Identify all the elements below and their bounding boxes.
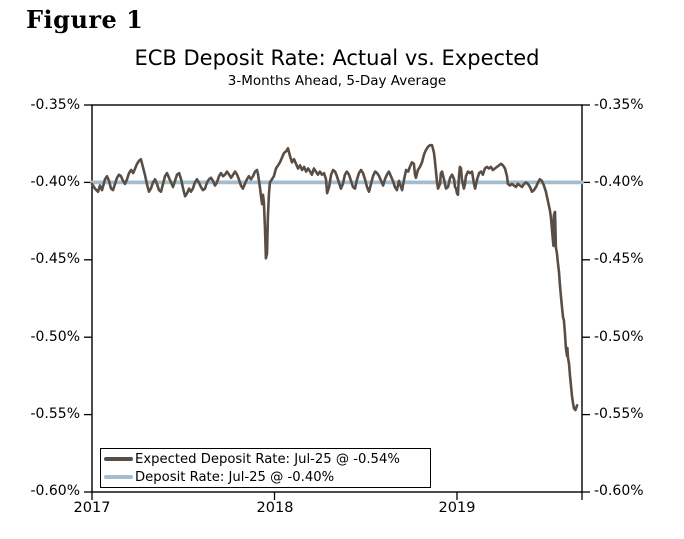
figure-label: Figure 1 bbox=[26, 5, 144, 34]
x-axis-tick-label: 2018 bbox=[256, 500, 294, 516]
y-axis-left-tick-label: -0.55% bbox=[30, 406, 80, 422]
y-axis-left-tick-label: -0.35% bbox=[30, 97, 80, 113]
y-axis-right-tick-label: -0.45% bbox=[594, 251, 644, 267]
x-axis-tick-label: 2019 bbox=[438, 500, 476, 516]
y-axis-right-tick-label: -0.60% bbox=[594, 483, 644, 499]
y-axis-left-tick-label: -0.40% bbox=[30, 174, 80, 190]
y-axis-right-tick-label: -0.35% bbox=[594, 97, 644, 113]
chart-title: ECB Deposit Rate: Actual vs. Expected bbox=[134, 46, 540, 70]
x-axis-tick-label: 2017 bbox=[73, 500, 111, 516]
y-axis-right-tick-label: -0.40% bbox=[594, 174, 644, 190]
y-axis-right-tick-label: -0.55% bbox=[594, 406, 644, 422]
y-axis-right-tick-label: -0.50% bbox=[594, 329, 644, 345]
legend-line-swatch-deposit bbox=[104, 475, 133, 479]
y-axis-left-tick-label: -0.60% bbox=[30, 483, 80, 499]
legend-item: Expected Deposit Rate: Jul-25 @ -0.54% bbox=[104, 450, 430, 468]
legend-label-expected: Expected Deposit Rate: Jul-25 @ -0.54% bbox=[135, 451, 400, 467]
chart-subtitle: 3-Months Ahead, 5-Day Average bbox=[227, 73, 447, 89]
legend-line-swatch-expected bbox=[104, 457, 133, 461]
y-axis-left-tick-label: -0.50% bbox=[30, 329, 80, 345]
legend: Expected Deposit Rate: Jul-25 @ -0.54% D… bbox=[100, 448, 431, 488]
legend-item: Deposit Rate: Jul-25 @ -0.40% bbox=[104, 468, 430, 486]
legend-label-deposit: Deposit Rate: Jul-25 @ -0.40% bbox=[135, 469, 335, 485]
y-axis-left-tick-label: -0.45% bbox=[30, 251, 80, 267]
